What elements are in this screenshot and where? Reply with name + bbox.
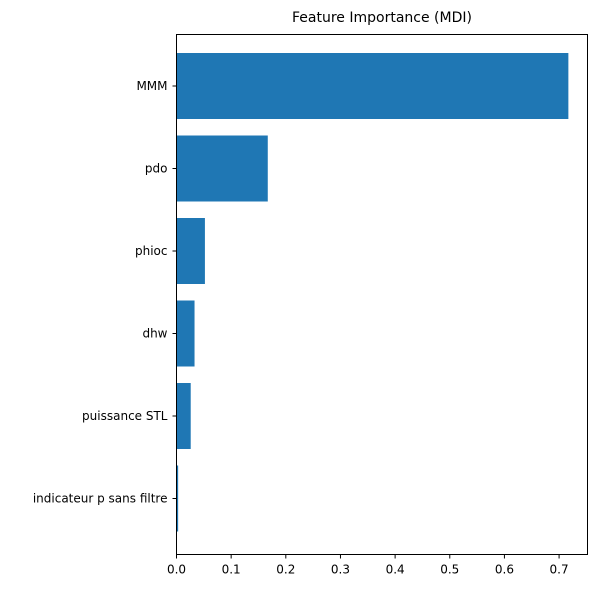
y-tick-label-5: indicateur p sans filtre xyxy=(33,492,168,506)
y-tick-label-2: phioc xyxy=(135,244,168,258)
y-axis: MMM pdo phioc dhw puissance STL indicateur p … xyxy=(33,79,177,506)
bar-3 xyxy=(176,300,195,367)
bar-1 xyxy=(176,135,268,202)
y-tick-label-1: pdo xyxy=(145,162,168,176)
chart-title: Feature Importance (MDI) xyxy=(292,10,472,26)
bar-0 xyxy=(176,53,569,119)
y-tick-label-0: MMM xyxy=(136,79,167,93)
x-tick-label-5: 0.5 xyxy=(440,563,459,577)
bars-layer xyxy=(176,53,569,532)
y-tick-label-4: puissance STL xyxy=(82,409,168,423)
x-tick-label-7: 0.7 xyxy=(550,563,569,577)
x-tick-label-2: 0.2 xyxy=(276,563,295,577)
y-tick-label-3: dhw xyxy=(142,327,167,341)
x-tick-label-3: 0.3 xyxy=(331,563,350,577)
x-tick-label-4: 0.4 xyxy=(386,563,405,577)
bar-4 xyxy=(176,383,191,449)
x-tick-label-1: 0.1 xyxy=(222,563,241,577)
x-tick-label-6: 0.6 xyxy=(495,563,514,577)
bar-2 xyxy=(176,218,205,284)
bar-5 xyxy=(176,465,179,532)
x-tick-label-0: 0.0 xyxy=(167,563,186,577)
plot-frame xyxy=(176,34,588,555)
x-axis: 0.0 0.1 0.2 0.3 0.4 0.5 0.6 0.7 xyxy=(167,554,569,577)
